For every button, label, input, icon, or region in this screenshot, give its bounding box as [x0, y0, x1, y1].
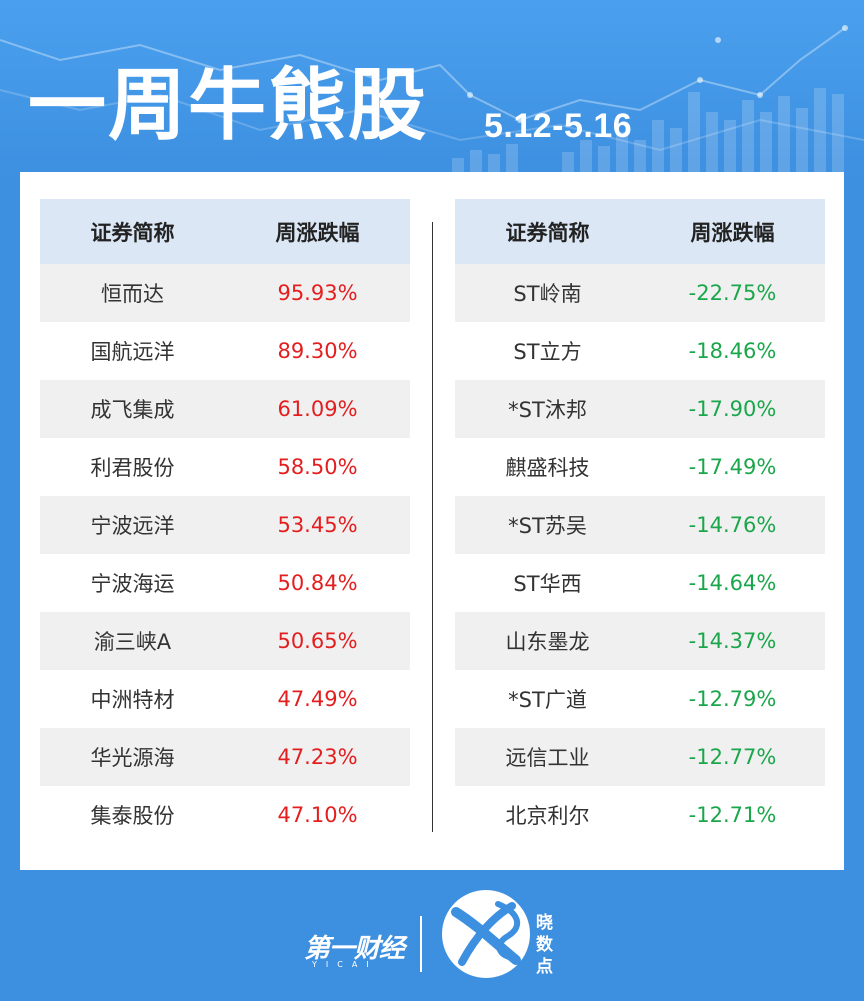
table-row: 宁波海运 50.84%	[40, 554, 410, 612]
weekly-change: -14.64%	[688, 571, 777, 595]
table-row: 中洲特材 47.49%	[40, 670, 410, 728]
table-row: 成飞集成 61.09%	[40, 380, 410, 438]
weekly-change: -18.46%	[688, 339, 777, 363]
table-row: 国航远洋 89.30%	[40, 322, 410, 380]
content-card: 证券简称 周涨跌幅 恒而达 95.93% 国航远洋 89.30% 成飞集成 61.09…	[20, 172, 844, 870]
table-row: *ST广道 -12.79%	[455, 670, 825, 728]
table-row: ST立方 -18.46%	[455, 322, 825, 380]
weekly-change: 53.45%	[277, 513, 358, 537]
weekly-change: -14.37%	[688, 629, 777, 653]
weekly-change: -12.71%	[688, 803, 777, 827]
column-header-change: 周涨跌幅	[275, 220, 360, 245]
footer-branding: 第一财经 YICAI 晓 数 点	[0, 870, 864, 1001]
weekly-change: -12.77%	[688, 745, 777, 769]
yicai-logo-text: 第一财经	[304, 934, 405, 964]
table-row: 远信工业 -12.77%	[455, 728, 825, 786]
weekly-change: -22.75%	[688, 281, 777, 305]
weekly-change: 47.10%	[277, 803, 358, 827]
stock-name: 成飞集成	[90, 398, 175, 422]
weekly-change: 50.84%	[277, 571, 358, 595]
stock-name: 远信工业	[505, 746, 590, 770]
losers-table: 证券简称 周涨跌幅 ST岭南 -22.75% ST立方 -18.46% *ST沐邦 -…	[455, 199, 825, 844]
column-header-name: 证券简称	[505, 220, 590, 245]
logo-char-dian: 点	[536, 957, 553, 977]
table-row: *ST沐邦 -17.90%	[455, 380, 825, 438]
stock-name: ST岭南	[513, 282, 582, 306]
stock-name: ST华西	[513, 572, 582, 596]
stock-name: *ST广道	[508, 688, 587, 712]
table-row: ST华西 -14.64%	[455, 554, 825, 612]
stock-name: 宁波远洋	[90, 514, 175, 538]
stock-name: 利君股份	[90, 456, 175, 480]
weekly-change: 50.65%	[277, 629, 358, 653]
weekly-change: 95.93%	[277, 281, 358, 305]
weekly-change: 61.09%	[277, 397, 358, 421]
stock-name: 北京利尔	[505, 804, 590, 828]
stock-name: 宁波海运	[90, 572, 175, 596]
table-row: 渝三峡A 50.65%	[40, 612, 410, 670]
table-row: 山东墨龙 -14.37%	[455, 612, 825, 670]
table-row: 麒盛科技 -17.49%	[455, 438, 825, 496]
column-header-name: 证券简称	[90, 220, 175, 245]
table-row: 恒而达 95.93%	[40, 264, 410, 322]
weekly-change: 47.23%	[277, 745, 358, 769]
stock-name: 中洲特材	[90, 688, 175, 712]
stock-name: *ST苏吴	[508, 514, 587, 538]
bar-chart-decoration-icon	[0, 25, 864, 180]
table-row: 华光源海 47.23%	[40, 728, 410, 786]
column-header-change: 周涨跌幅	[690, 220, 775, 245]
logo-char-shu: 数	[536, 935, 553, 955]
stock-name: *ST沐邦	[508, 398, 587, 422]
weekly-change: 47.49%	[277, 687, 358, 711]
table-row: 集泰股份 47.10%	[40, 786, 410, 844]
table-row: ST岭南 -22.75%	[455, 264, 825, 322]
table-row: *ST苏吴 -14.76%	[455, 496, 825, 554]
weekly-change: 58.50%	[277, 455, 358, 479]
table-row: 北京利尔 -12.71%	[455, 786, 825, 844]
yicai-logo-subtext: YICAI	[312, 960, 378, 969]
stock-name: 华光源海	[90, 746, 175, 770]
logo-separator	[420, 916, 422, 972]
hero-banner: 一周牛熊股 5.12-5.16	[0, 0, 864, 180]
weekly-change: -17.90%	[688, 397, 777, 421]
gainers-table: 证券简称 周涨跌幅 恒而达 95.93% 国航远洋 89.30% 成飞集成 61.09…	[40, 199, 410, 844]
weekly-change: -12.79%	[688, 687, 777, 711]
stock-name: 集泰股份	[90, 804, 175, 828]
table-body: ST岭南 -22.75% ST立方 -18.46% *ST沐邦 -17.90% 麒盛科…	[455, 264, 825, 844]
page-title: 一周牛熊股	[28, 61, 429, 151]
table-row: 利君股份 58.50%	[40, 438, 410, 496]
logo-char-xiao: 晓	[536, 913, 553, 933]
weekly-change: -14.76%	[688, 513, 777, 537]
column-divider	[432, 222, 433, 832]
stock-name: 渝三峡A	[93, 630, 172, 654]
table-header: 证券简称 周涨跌幅	[455, 199, 825, 264]
table-row: 宁波远洋 53.45%	[40, 496, 410, 554]
table-header: 证券简称 周涨跌幅	[40, 199, 410, 264]
table-body: 恒而达 95.93% 国航远洋 89.30% 成飞集成 61.09% 利君股份 58.5…	[40, 264, 410, 844]
stock-name: ST立方	[513, 340, 582, 364]
stock-name: 恒而达	[101, 282, 164, 306]
stock-name: 山东墨龙	[505, 630, 590, 654]
date-range: 5.12-5.16	[484, 107, 633, 145]
stock-name: 麒盛科技	[505, 456, 590, 480]
stock-name: 国航远洋	[90, 340, 175, 364]
weekly-change: -17.49%	[688, 455, 777, 479]
weekly-change: 89.30%	[277, 339, 358, 363]
xiaoshudian-logo-icon	[442, 890, 530, 978]
